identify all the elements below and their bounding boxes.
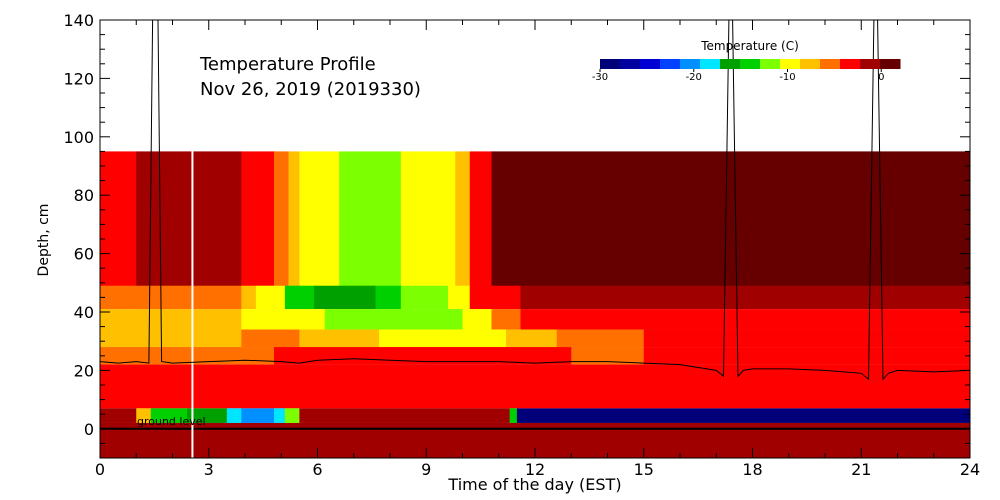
- heat-cell-2-3: [462, 309, 492, 330]
- chart-title: Temperature Profile: [199, 54, 376, 75]
- heat-cell-6-3: [187, 408, 228, 423]
- y-axis-label: Depth, cm: [36, 204, 52, 277]
- heat-cell-4-2: [571, 347, 645, 365]
- heat-cell-3-3: [379, 329, 507, 348]
- heat-cell-2-4: [491, 309, 521, 330]
- heat-cell-1-1: [241, 285, 257, 310]
- x-tick-label: 18: [742, 460, 762, 479]
- heat-cell-4-0: [100, 347, 275, 365]
- axes: 0 3 6 9 12 15 18 21 24 0 20 40 60 80 100 120 140: [63, 11, 980, 479]
- heat-cell-6-1: [136, 408, 152, 423]
- y-tick-label: 40: [74, 303, 94, 322]
- line-layer: [99, 19, 971, 381]
- x-axis-label: Time of the day (EST): [447, 475, 621, 494]
- heat-cell-1-3: [284, 285, 315, 310]
- heat-cell-0-5: [299, 151, 340, 310]
- colorbar-tick-label: -20: [686, 72, 702, 83]
- heat-cell-1-5: [375, 285, 402, 310]
- colorbar-swatch: [620, 59, 641, 69]
- heat-cell-3-2: [299, 329, 380, 348]
- heat-cell-0-0: [100, 151, 137, 310]
- colorbar-swatch: [860, 59, 881, 69]
- x-tick-label: 24: [960, 460, 980, 479]
- y-tick-label: 100: [63, 128, 94, 147]
- x-tick-label: 6: [312, 460, 322, 479]
- colorbar-swatch: [780, 59, 801, 69]
- colorbar-swatch: [840, 59, 861, 69]
- colorbar-tick-label: -30: [592, 72, 608, 83]
- y-tick-label: 60: [74, 245, 94, 264]
- colorbar-swatch: [640, 59, 661, 69]
- heat-cell-6-7: [284, 408, 300, 423]
- heat-cell-5-0: [100, 364, 971, 409]
- heat-cell-6-9: [509, 408, 518, 423]
- y-tick-label: 80: [74, 186, 94, 205]
- heat-cell-1-9: [520, 285, 971, 310]
- x-tick-label: 3: [204, 460, 214, 479]
- heat-cell-6-4: [226, 408, 242, 423]
- heat-cell-3-5: [556, 329, 645, 348]
- heat-cell-0-6: [339, 151, 402, 310]
- heat-cell-3-0: [100, 329, 242, 348]
- x-tick-label: 0: [95, 460, 105, 479]
- heat-cell-2-1: [241, 309, 326, 330]
- colorbar-swatch: [800, 59, 821, 69]
- heat-cell-0-8: [455, 151, 471, 310]
- colorbar-swatch: [760, 59, 781, 69]
- ground-level-annotation: ground level: [137, 415, 206, 428]
- colorbar-swatch: [880, 59, 901, 69]
- heat-cell-1-7: [448, 285, 471, 310]
- heat-cell-3-6: [643, 329, 971, 348]
- colorbar-swatch: [700, 59, 721, 69]
- y-tick-label: 140: [63, 11, 94, 30]
- colorbar: -30 -20 -10 0: [592, 59, 901, 83]
- heat-cell-6-0: [100, 408, 137, 423]
- heat-cell-2-5: [520, 309, 971, 330]
- colorbar-swatch: [660, 59, 681, 69]
- heat-cell-6-2: [150, 408, 188, 423]
- heat-cell-1-2: [255, 285, 286, 310]
- y-tick-label: 20: [74, 361, 94, 380]
- y-tick-label: 120: [63, 69, 94, 88]
- colorbar-swatch: [820, 59, 841, 69]
- heat-cell-0-4: [288, 151, 300, 310]
- colorbar-swatch: [600, 59, 621, 69]
- heat-cell-2-0: [100, 309, 242, 330]
- heat-cell-1-8: [469, 285, 521, 310]
- heat-cell-0-1: [136, 151, 242, 310]
- heat-cell-6-10: [516, 408, 971, 423]
- heat-cell-0-3: [274, 151, 289, 310]
- heat-cell-4-1: [274, 347, 572, 365]
- heat-cell-0-2: [241, 151, 275, 310]
- heat-cell-6-8: [299, 408, 511, 423]
- heat-cell-0-7: [400, 151, 456, 310]
- heat-cell-6-6: [274, 408, 286, 423]
- heat-cell-3-1: [241, 329, 300, 348]
- heat-cell-1-6: [400, 285, 449, 310]
- colorbar-tick-label: -10: [779, 72, 795, 83]
- heat-cell-2-2: [324, 309, 463, 330]
- measurement-line: [99, 19, 971, 381]
- heat-cell-3-4: [506, 329, 558, 348]
- heat-cell-0-9: [469, 151, 492, 310]
- heat-cell-6-5: [241, 408, 275, 423]
- x-tick-label: 21: [851, 460, 871, 479]
- x-tick-label: 12: [525, 460, 545, 479]
- colorbar-label: Temperature (C): [700, 39, 799, 53]
- colorbar-swatch: [680, 59, 701, 69]
- colorbar-tick-label: 0: [878, 72, 884, 83]
- heat-cell-1-4: [313, 285, 376, 310]
- chart-subtitle: Nov 26, 2019 (2019330): [200, 79, 421, 100]
- x-tick-label: 15: [634, 460, 654, 479]
- y-tick-label: 0: [84, 420, 94, 439]
- colorbar-swatch: [740, 59, 761, 69]
- x-tick-label: 9: [421, 460, 431, 479]
- heat-cell-1-0: [100, 285, 242, 310]
- colorbar-swatch: [720, 59, 741, 69]
- heat-cell-0-10: [491, 151, 971, 310]
- heat-cell-4-3: [643, 347, 971, 365]
